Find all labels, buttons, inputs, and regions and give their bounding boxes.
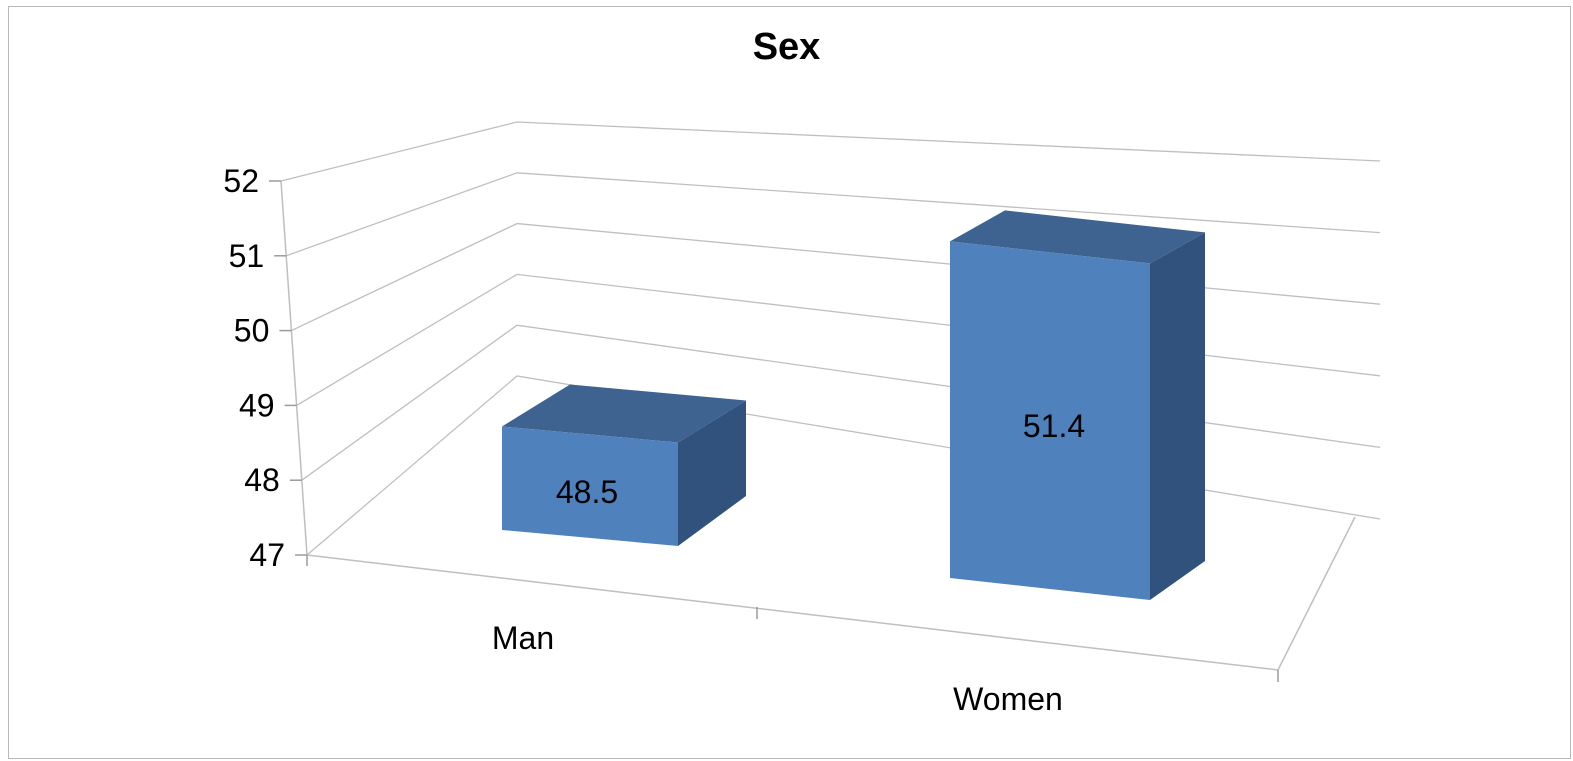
gridline: [285, 172, 1381, 257]
y-tick-label: 52: [223, 163, 259, 199]
gridline: [306, 375, 1381, 556]
y-tick-label: 48: [244, 462, 280, 498]
bar-front: [502, 426, 678, 546]
chart-title: Sex: [752, 26, 821, 68]
bar-front: [950, 241, 1150, 600]
gridline: [301, 324, 1381, 481]
bar-side: [1150, 232, 1205, 600]
x-axis-categories: Man Women: [492, 620, 1063, 717]
bar-side: [678, 400, 746, 546]
gridlines: [280, 121, 1381, 556]
data-label: 48.5: [556, 474, 618, 510]
y-tick-label: 50: [234, 313, 270, 349]
data-label: 51.4: [1023, 408, 1085, 444]
bars: 48.5 51.4: [502, 210, 1205, 600]
x-category-label: Women: [953, 681, 1063, 717]
y-tick-label: 49: [239, 387, 275, 423]
gridline: [296, 273, 1381, 406]
y-axis-ticks: 47 48 49 50 51 52: [223, 163, 307, 573]
bar-women: 51.4: [950, 210, 1205, 600]
bar-top: [502, 384, 746, 443]
bar-top: [950, 210, 1205, 264]
x-category-label: Man: [492, 620, 554, 656]
gridline: [280, 121, 1381, 182]
gridline: [291, 222, 1381, 332]
bar-man: 48.5: [502, 384, 746, 546]
y-tick-label: 47: [249, 537, 285, 573]
y-axis-line: [280, 180, 308, 556]
y-tick-label: 51: [229, 238, 265, 274]
axes: [280, 180, 1356, 682]
chart-frame: [8, 6, 1571, 759]
